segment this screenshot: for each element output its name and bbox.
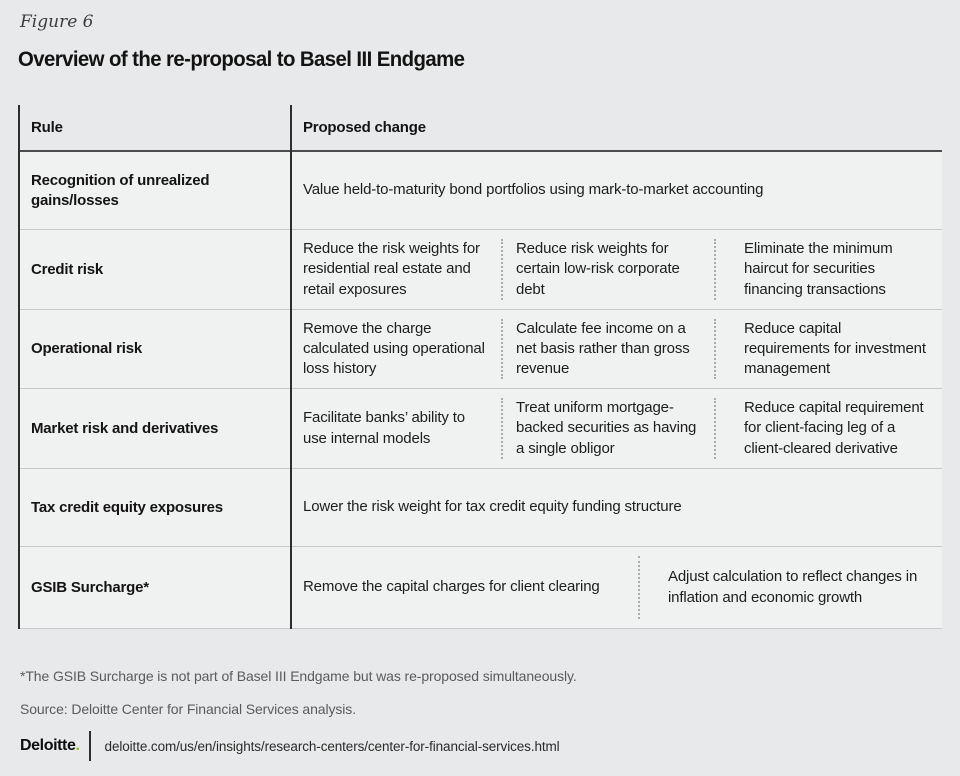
change-cell: Lower the risk weight for tax credit equ… [303,498,682,516]
table-row-credit-risk: Credit risk Reduce the risk weights for … [20,230,942,310]
column-divider-line [290,105,292,629]
rules-table: Rule Proposed change Recognition of unre… [18,105,942,629]
table-row-unrealized-gains: Recognition of unrealized gains/losses V… [20,152,942,230]
footer-url: deloitte.com/us/en/insights/research-cen… [104,738,560,754]
change-cell: Reduce capital requirements for investme… [744,319,926,378]
change-cell: Remove the charge calculated using opera… [303,319,485,378]
proposed-changes: Value held-to-maturity bond portfolios u… [290,152,942,229]
figure-label: Figure 6 [20,12,94,32]
table-row-tax-credit: Tax credit equity exposures Lower the ri… [20,469,942,547]
change-cell: Reduce risk weights for certain low-risk… [516,240,680,298]
rule-label: GSIB Surcharge* [31,578,149,596]
rule-label: Credit risk [31,260,103,278]
deloitte-wordmark: Deloitte. [20,737,80,755]
deloitte-wordmark-text: Deloitte [20,737,76,754]
change-cell: Calculate fee income on a net basis rath… [516,319,690,378]
change-cell: Treat uniform mortgage-backed securities… [516,399,697,457]
column-header-proposed-change: Proposed change [303,119,426,136]
change-cell: Facilitate banks’ ability to use interna… [303,409,465,447]
brand-bar: Deloitte. deloitte.com/us/en/insights/re… [20,731,560,761]
table-row-operational-risk: Operational risk Remove the charge calcu… [20,310,942,389]
table-row-market-risk: Market risk and derivatives Facilitate b… [20,389,942,469]
figure-title: Overview of the re-proposal to Basel III… [18,48,465,71]
dotted-cell-divider [501,319,503,379]
table-header-row: Rule Proposed change [20,105,942,152]
table-row-gsib-surcharge: GSIB Surcharge* Remove the capital charg… [20,547,942,629]
dotted-cell-divider [714,398,716,459]
rule-label: Tax credit equity exposures [31,498,223,516]
change-cell: Eliminate the minimum haircut for securi… [744,240,893,298]
dotted-cell-divider [638,556,640,619]
footnote-source: Source: Deloitte Center for Financial Se… [20,701,356,717]
footnote-gsib: *The GSIB Surcharge is not part of Basel… [20,668,577,684]
dotted-cell-divider [714,239,716,300]
change-cell: Value held-to-maturity bond portfolios u… [303,181,764,199]
dotted-cell-divider [501,239,503,300]
proposed-changes: Facilitate banks’ ability to use interna… [290,389,942,468]
proposed-changes: Remove the capital charges for client cl… [290,547,942,628]
rule-label: Recognition of unrealized gains/losses [31,172,210,209]
deloitte-green-dot: . [75,737,80,754]
dotted-cell-divider [714,319,716,379]
change-cell: Reduce the risk weights for residential … [303,240,480,298]
column-header-rule: Rule [31,119,63,136]
proposed-changes: Reduce the risk weights for residential … [290,230,942,309]
proposed-changes: Remove the charge calculated using opera… [290,310,942,388]
change-cell: Reduce capital requirement for client-fa… [744,399,924,457]
rule-label: Market risk and derivatives [31,419,219,437]
change-cell: Adjust calculation to reflect changes in… [668,568,918,606]
change-cell: Remove the capital charges for client cl… [303,578,600,596]
rule-label: Operational risk [31,340,143,358]
brand-divider-line [88,731,91,761]
dotted-cell-divider [501,398,503,459]
proposed-changes: Lower the risk weight for tax credit equ… [290,469,942,546]
